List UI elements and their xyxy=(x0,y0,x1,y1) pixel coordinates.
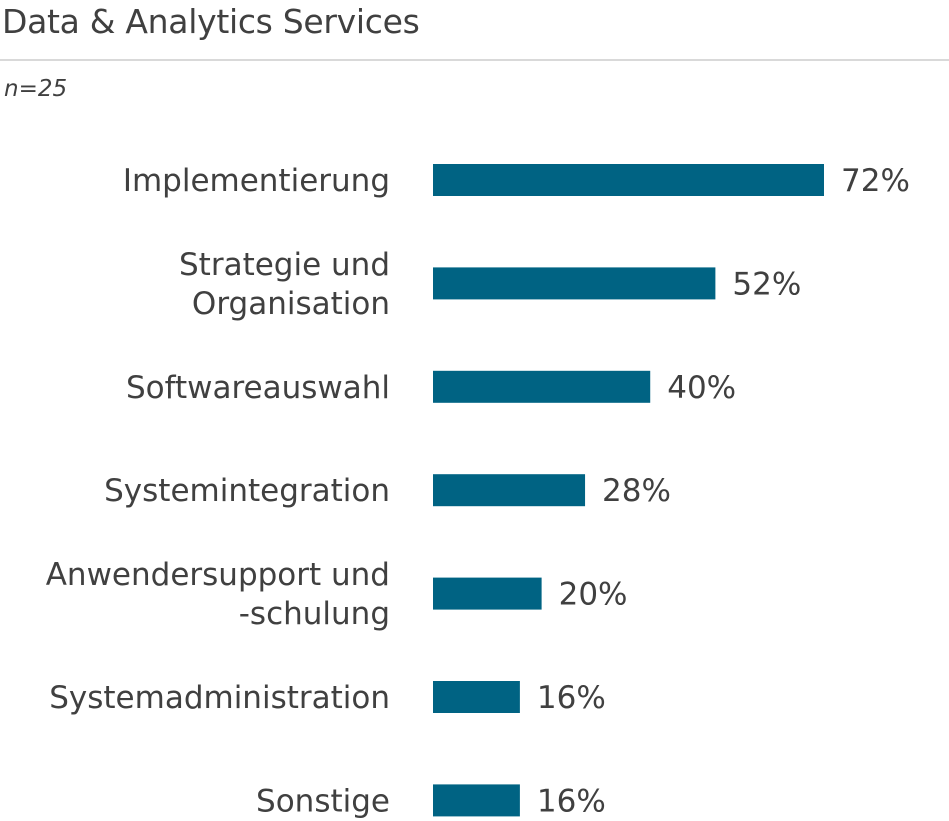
value-label-2: 40% xyxy=(667,370,736,406)
bar-4 xyxy=(433,577,542,610)
value-label-4: 20% xyxy=(559,577,628,613)
bar-6 xyxy=(433,784,520,817)
category-label-5: Systemadministration xyxy=(49,680,390,716)
category-label-3: Systemintegration xyxy=(104,473,390,509)
category-label-4: Anwendersupport und -schulung xyxy=(46,557,390,632)
category-label-2: Softwareauswahl xyxy=(126,370,390,406)
category-label-1: Strategie und Organisation xyxy=(179,247,390,322)
bar-1 xyxy=(433,267,716,300)
category-label-0: Implementierung xyxy=(123,163,390,199)
category-label-6: Sonstige xyxy=(256,783,390,819)
bar-3 xyxy=(433,474,586,507)
value-label-1: 52% xyxy=(732,266,801,302)
value-label-6: 16% xyxy=(537,783,606,819)
bar-5 xyxy=(433,681,520,713)
bar-0 xyxy=(433,164,824,196)
value-label-3: 28% xyxy=(602,473,671,509)
bar-2 xyxy=(433,370,651,403)
title-divider xyxy=(0,59,949,61)
value-label-5: 16% xyxy=(537,680,606,716)
chart-title: Data & Analytics Services xyxy=(2,2,420,41)
value-label-0: 72% xyxy=(841,163,910,199)
sample-size: n=25 xyxy=(4,76,68,102)
